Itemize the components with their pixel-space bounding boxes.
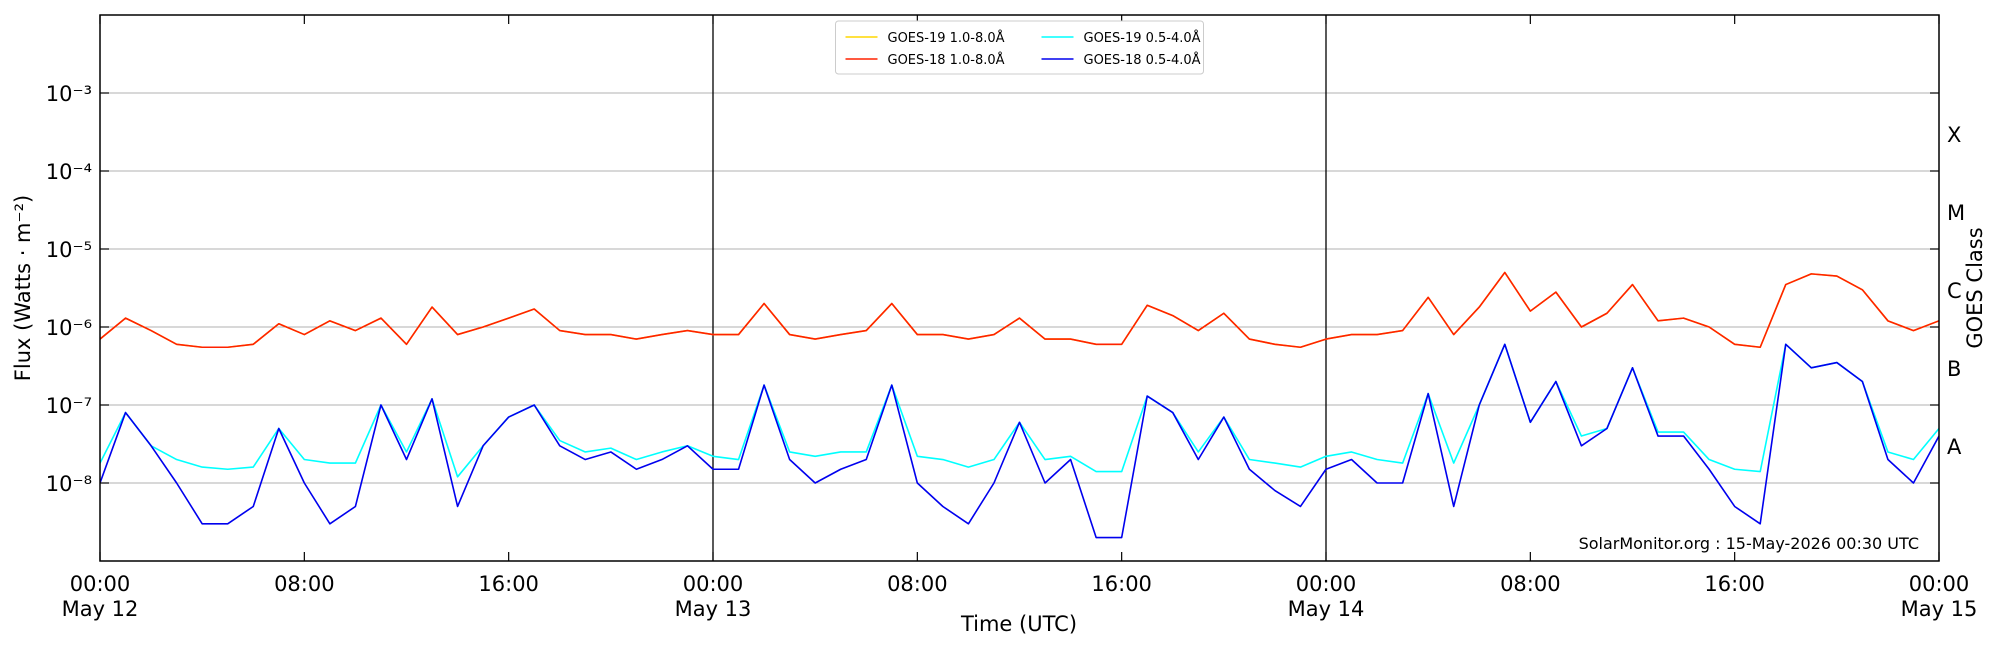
y-tick-label: 10⁻⁷ xyxy=(46,394,92,418)
legend-label: GOES-19 1.0-8.0Å xyxy=(888,30,1005,46)
y-tick-label: 10⁻⁸ xyxy=(46,472,92,496)
x-tick-label: 16:00 xyxy=(1704,572,1765,596)
legend-label: GOES-18 1.0-8.0Å xyxy=(888,52,1005,68)
y-tick-label: 10⁻⁶ xyxy=(46,316,92,340)
y2-axis-label: GOES Class xyxy=(1963,227,1987,348)
plot-lines xyxy=(100,271,1939,539)
x-tick-label: 00:00 xyxy=(70,572,131,596)
x-tick-label: 16:00 xyxy=(1091,572,1152,596)
y-tick-label: 10⁻⁵ xyxy=(46,238,92,262)
grid xyxy=(100,15,1939,561)
annotation: SolarMonitor.org : 15-May-2026 00:30 UTC xyxy=(1579,534,1919,553)
y2-tick-label: A xyxy=(1947,435,1962,459)
legend: GOES-19 1.0-8.0Å GOES-18 1.0-8.0Å GOES-19 … xyxy=(835,20,1204,75)
series-line xyxy=(100,271,1939,349)
x-axis-label: Time (UTC) xyxy=(960,612,1077,636)
y-axis-label: Flux (Watts · m⁻²) xyxy=(11,195,35,381)
y2-tick-label: C xyxy=(1947,279,1962,303)
x-tick-label: 08:00 xyxy=(274,572,335,596)
x-tick-date: May 14 xyxy=(1288,597,1365,621)
x-tick-label: 00:00 xyxy=(1909,572,1970,596)
x-tick-date: May 12 xyxy=(62,597,139,621)
x-tick-label: 00:00 xyxy=(683,572,744,596)
y-tick-label: 10⁻⁴ xyxy=(46,160,92,184)
x-tick-date: May 15 xyxy=(1901,597,1978,621)
series-line xyxy=(100,343,1939,539)
x-tick-label: 08:00 xyxy=(887,572,948,596)
plot-frame xyxy=(99,14,1940,562)
y2-tick-label: M xyxy=(1947,201,1965,225)
x-tick-label: 08:00 xyxy=(1500,572,1561,596)
x-tick-label: 16:00 xyxy=(478,572,539,596)
legend-label: GOES-18 0.5-4.0Å xyxy=(1084,52,1201,68)
y2-tick-label: B xyxy=(1947,357,1961,381)
series-line xyxy=(100,271,1939,349)
x-tick-label: 00:00 xyxy=(1296,572,1357,596)
legend-box xyxy=(835,20,1204,75)
y2-tick-label: X xyxy=(1947,123,1961,147)
y-tick-label: 10⁻³ xyxy=(46,82,92,106)
legend-label: GOES-19 0.5-4.0Å xyxy=(1084,30,1201,46)
x-tick-date: May 13 xyxy=(675,597,752,621)
series-line xyxy=(100,343,1939,478)
